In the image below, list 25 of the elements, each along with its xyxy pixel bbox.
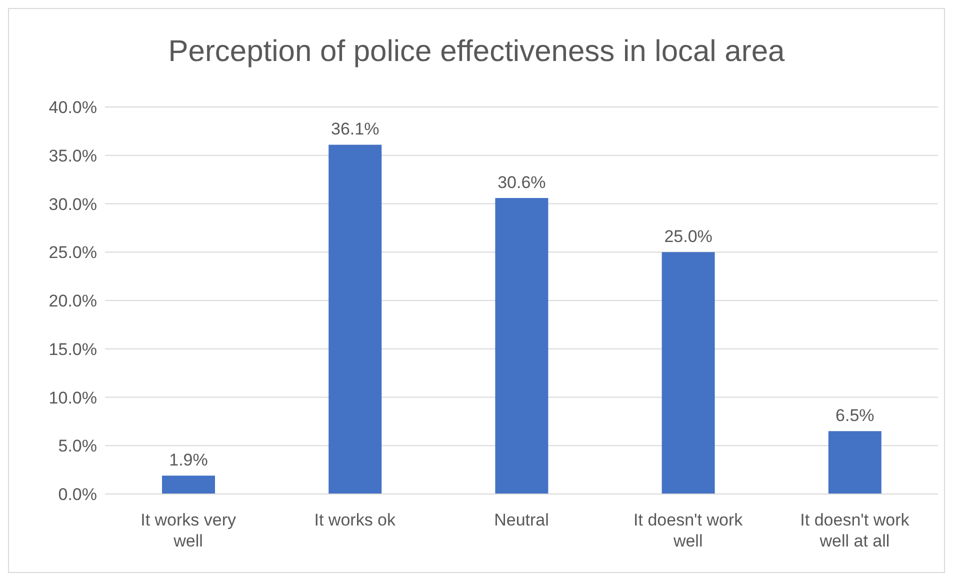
bar	[162, 476, 215, 494]
y-tick-label: 10.0%	[48, 388, 97, 408]
y-tick-label: 25.0%	[48, 243, 97, 262]
y-tick-label: 15.0%	[48, 340, 97, 359]
y-tick-label: 35.0%	[48, 146, 97, 166]
data-label: 30.6%	[498, 172, 546, 192]
chart-title: Perception of police effectiveness in local area	[167, 35, 786, 69]
data-label: 1.9%	[169, 450, 208, 470]
x-tick-label: It doesn't work well at all	[800, 510, 910, 551]
y-tick-label: 5.0%	[58, 436, 97, 456]
bar	[662, 252, 715, 494]
data-label: 25.0%	[664, 227, 712, 246]
x-tick-label: Neutral	[494, 510, 549, 530]
x-tick-label: It doesn't work well	[634, 510, 744, 551]
y-tick-label: 0.0%	[58, 485, 97, 504]
bar	[495, 198, 548, 494]
x-tick-label: It works very well	[140, 510, 236, 551]
y-tick-label: 40.0%	[48, 98, 97, 118]
data-label: 36.1%	[331, 120, 380, 139]
y-tick-label: 20.0%	[48, 292, 97, 311]
bar	[328, 144, 382, 494]
y-tick-label: 30.0%	[48, 194, 97, 214]
x-tick-label: It works ok	[314, 510, 396, 530]
bar	[828, 431, 882, 494]
data-label: 6.5%	[836, 406, 874, 426]
